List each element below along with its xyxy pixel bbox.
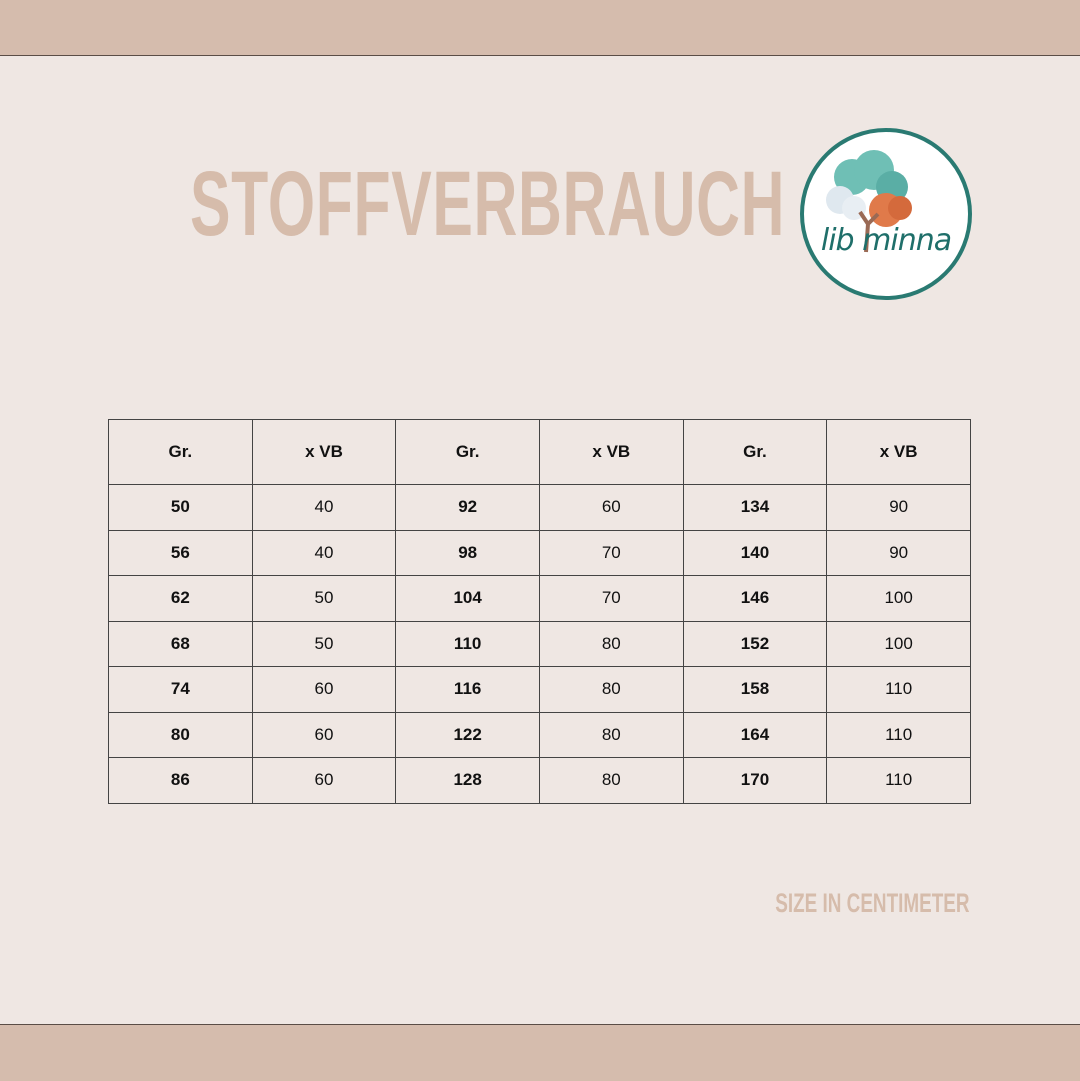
header-cell: Gr. [682,419,828,485]
bottom-band [0,1024,1080,1081]
table-row: 74 60 116 80 158 110 [108,666,971,713]
size-cell: 122 [395,711,540,758]
size-cell: 170 [682,757,828,804]
fabric-cell: 80 [538,757,684,804]
fabric-cell: 90 [826,529,971,576]
table-row: 50 40 92 60 134 90 [108,484,971,531]
fabric-cell: 60 [251,666,397,713]
fabric-cell: 40 [251,529,397,576]
header-cell: Gr. [108,419,253,485]
fabric-cell: 80 [538,666,684,713]
fabric-cell: 110 [826,757,971,804]
size-cell: 146 [682,575,828,622]
fabric-cell: 80 [538,620,684,667]
table-row: 86 60 128 80 170 110 [108,757,971,804]
size-cell: 134 [682,484,828,531]
size-cell: 98 [395,529,540,576]
header-cell: x VB [538,419,684,485]
fabric-cell: 90 [826,484,971,531]
size-cell: 152 [682,620,828,667]
size-cell: 104 [395,575,540,622]
fabric-cell: 70 [538,529,684,576]
table-row: 68 50 110 80 152 100 [108,620,971,667]
fabric-consumption-table: Gr. x VB Gr. x VB Gr. x VB 50 40 92 60 134 90… [108,419,971,804]
top-band [0,0,1080,56]
size-cell: 80 [108,711,253,758]
size-cell: 116 [395,666,540,713]
fabric-cell: 40 [251,484,397,531]
fabric-cell: 110 [826,666,971,713]
svg-text:lib minna: lib minna [821,223,951,258]
fabric-cell: 60 [538,484,684,531]
fabric-cell: 60 [251,711,397,758]
size-cell: 50 [108,484,253,531]
size-cell: 68 [108,620,253,667]
fabric-cell: 60 [251,757,397,804]
tree-logo-icon: lib minna [821,150,952,258]
header-cell: x VB [251,419,397,485]
size-cell: 128 [395,757,540,804]
fabric-cell: 50 [251,575,397,622]
libminna-logo: lib minna [800,128,972,300]
size-cell: 86 [108,757,253,804]
page-title: STOFFVERBRAUCH [190,153,786,255]
size-cell: 74 [108,666,253,713]
size-cell: 164 [682,711,828,758]
fabric-cell: 80 [538,711,684,758]
size-cell: 62 [108,575,253,622]
table-row: 56 40 98 70 140 90 [108,529,971,576]
header-cell: x VB [826,419,971,485]
table-row: 62 50 104 70 146 100 [108,575,971,622]
fabric-cell: 110 [826,711,971,758]
table-row: 80 60 122 80 164 110 [108,711,971,758]
size-cell: 92 [395,484,540,531]
fabric-cell: 100 [826,620,971,667]
fabric-cell: 100 [826,575,971,622]
size-cell: 56 [108,529,253,576]
fabric-cell: 70 [538,575,684,622]
size-cell: 140 [682,529,828,576]
unit-note: SIZE IN CENTIMETER [775,888,970,918]
size-cell: 158 [682,666,828,713]
table-header-row: Gr. x VB Gr. x VB Gr. x VB [108,419,971,485]
fabric-cell: 50 [251,620,397,667]
header-cell: Gr. [395,419,540,485]
size-cell: 110 [395,620,540,667]
